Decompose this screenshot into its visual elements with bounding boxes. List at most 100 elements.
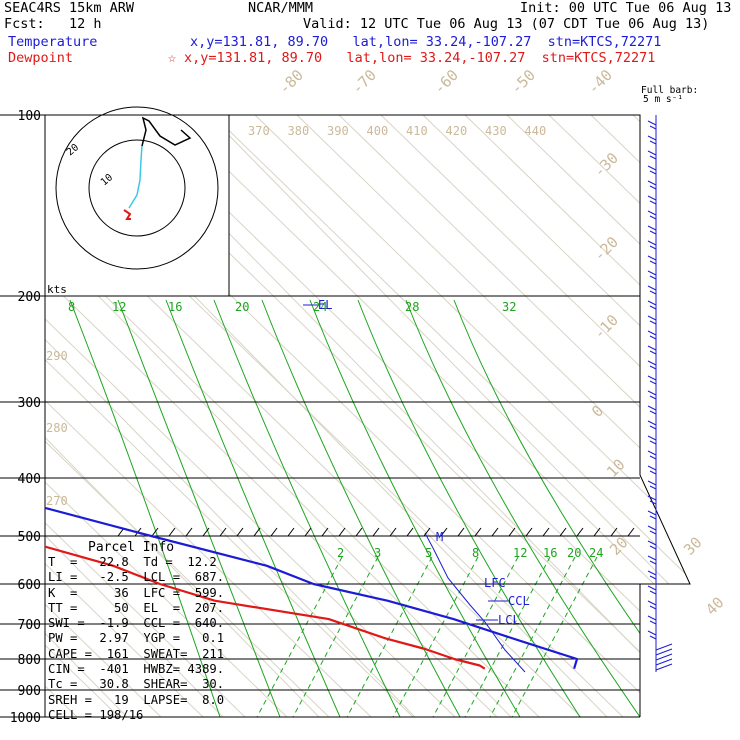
dry-adiabat-line: [170, 115, 690, 717]
theta-label: 430: [485, 124, 507, 138]
hodograph-low-trace: [123, 209, 132, 220]
wind-barb: [647, 300, 657, 306]
hatch-mark: [610, 527, 618, 537]
dry-adiabat-line: [674, 115, 690, 717]
wind-barb: [647, 120, 657, 126]
dewpoint-marker-icon: ☆: [168, 50, 177, 66]
wind-barb: [649, 260, 657, 265]
ccl-label: CCL: [508, 594, 530, 608]
mixing-ratio-line: [392, 556, 479, 717]
theta-label: 420: [446, 124, 468, 138]
temperature-legend: Temperature: [8, 34, 98, 50]
wind-barb: [647, 450, 657, 456]
init-time: Init: 00 UTC Tue 06 Aug 13: [520, 0, 732, 16]
hodograph-ring-outer: [55, 106, 219, 270]
parcel-path: [424, 532, 526, 673]
isotherm-label: -40: [584, 66, 616, 98]
wind-barb: [649, 560, 657, 565]
wind-barb: [649, 530, 657, 535]
theta-label: 370: [248, 124, 270, 138]
mixing-ratio-label: 12: [513, 546, 527, 560]
moist-adiabat-line: [165, 299, 341, 717]
pressure-label: 900: [18, 684, 41, 699]
hatch-mark: [559, 527, 567, 537]
hatch-mark: [219, 527, 227, 537]
wind-barb: [647, 135, 657, 141]
hatch-mark: [525, 527, 533, 537]
hatch-mark: [389, 527, 397, 537]
hodograph-upper-trace: [141, 116, 192, 147]
theta-label: 410: [406, 124, 428, 138]
wind-barb: [647, 540, 657, 546]
wind-barb: [649, 380, 657, 385]
hatch-mark: [151, 527, 159, 537]
wind-barb: [647, 420, 657, 426]
hatch-mark: [355, 527, 363, 537]
moist-adiabat-line: [453, 299, 690, 717]
wind-barb: [649, 335, 657, 340]
moist-adiabat-line: [357, 299, 581, 717]
wind-barb: [647, 375, 657, 381]
wind-barb: [649, 185, 657, 190]
dry-adiabat-line: [45, 115, 330, 717]
pressure-label: 300: [18, 396, 41, 411]
parcel-info-row: SREH = 19 LAPSE= 8.0: [48, 692, 225, 707]
dry-adiabat-line: [45, 115, 372, 717]
theta-label: 290: [46, 349, 68, 363]
wind-barbs: [647, 115, 673, 672]
m-label: M: [436, 530, 443, 544]
moist-adiabat-line: [213, 299, 401, 717]
isotherm-line: [45, 115, 512, 717]
wind-barb: [647, 210, 657, 216]
dry-adiabat-line: [45, 115, 288, 717]
dry-adiabat-line: [45, 115, 498, 717]
parcel-info-row: CAPE = 161 SWEAT= 211: [48, 646, 225, 661]
parcel-info-row: K = 36 LFC = 599.: [48, 585, 225, 600]
parcel-info-row: Tc = 30.8 SHEAR= 30.: [48, 677, 225, 692]
barb-legend-unit: 5 m s⁻¹: [643, 94, 684, 105]
hatch-mark: [202, 527, 210, 537]
wind-barb: [647, 165, 657, 171]
dry-adiabat-line: [254, 115, 690, 717]
hatch-mark: [287, 527, 295, 537]
wind-barb: [647, 495, 657, 501]
wind-barb: [647, 270, 657, 276]
lfc-label: LFC: [484, 576, 506, 590]
dry-adiabat-line: [380, 115, 690, 717]
mixing-ratio-label: 2: [337, 546, 344, 560]
wind-barb: [647, 330, 657, 336]
theta-label: 390: [327, 124, 349, 138]
isotherm-label: -80: [275, 66, 307, 98]
mixing-ratio-label: 20: [567, 546, 581, 560]
barb-legend-title: Full barb:: [641, 85, 699, 96]
wind-barb: [655, 643, 673, 651]
hodograph-ring-inner: [88, 139, 186, 237]
wind-barb: [647, 285, 657, 291]
wind-barb: [649, 410, 657, 415]
dry-adiabat-line: [506, 115, 690, 717]
wind-barb: [649, 440, 657, 445]
model-title: SEAC4RS 15km ARW: [4, 0, 135, 16]
wind-barb: [649, 365, 657, 370]
dry-adiabat-line: [212, 115, 690, 717]
dry-adiabat-line: [45, 115, 162, 717]
theta-label: 270: [46, 494, 68, 508]
mixing-ratio-label: 24: [589, 546, 603, 560]
isotherm-label: -10: [590, 311, 622, 343]
wind-barb: [649, 170, 657, 175]
moist-adiabat-line: [69, 299, 221, 717]
wind-barb: [649, 350, 657, 355]
wind-barb: [649, 215, 657, 220]
dry-adiabat-line: [45, 115, 540, 717]
hatch-mark: [338, 527, 346, 537]
isotherm-label: 20: [606, 533, 632, 559]
thetae-label: 12: [112, 300, 126, 314]
lcl-label: LCL: [498, 613, 520, 627]
hatch-mark: [406, 527, 414, 537]
wind-barb: [649, 575, 657, 580]
thetae-label: 24: [313, 300, 327, 314]
pressure-label: 400: [18, 472, 41, 487]
wind-barb: [649, 140, 657, 145]
hatch-mark: [491, 527, 499, 537]
mixing-ratio-label: 5: [425, 546, 432, 560]
